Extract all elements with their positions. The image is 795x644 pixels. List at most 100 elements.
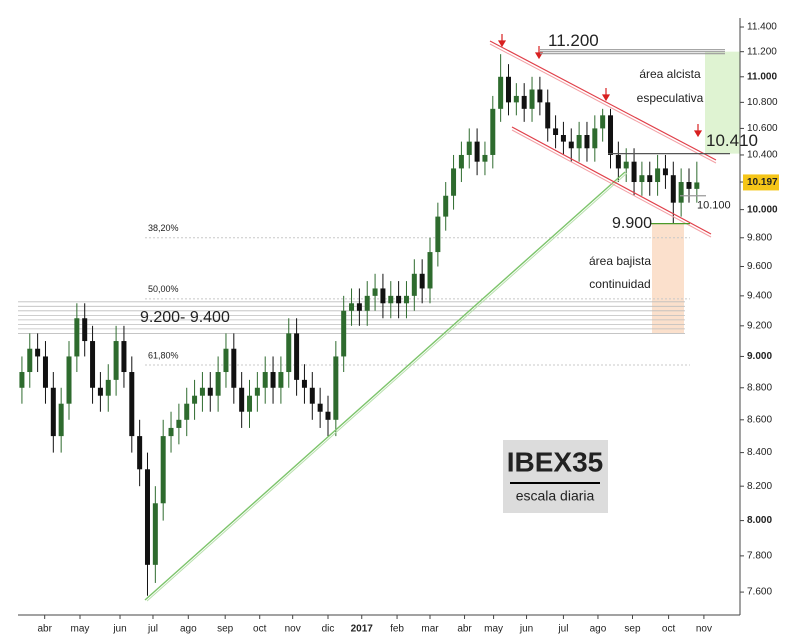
candle-body [498, 76, 504, 109]
channel-line [489, 43, 717, 164]
candle-body [42, 356, 48, 388]
candle-body [403, 295, 409, 304]
y-tick-label: 8.400 [747, 447, 772, 458]
candle-body [152, 503, 158, 565]
candle-body [435, 216, 441, 253]
candle-body [396, 295, 402, 304]
level-label: 9.900 [612, 215, 652, 232]
candle-body [90, 341, 96, 388]
x-tick-label: sep [624, 624, 641, 635]
level-label: 10.100 [697, 200, 731, 212]
y-tick-label: 10.800 [747, 97, 778, 108]
candle-body [184, 403, 190, 420]
candle-body [278, 372, 284, 388]
x-tick-label: oct [662, 624, 676, 635]
candle-body [129, 372, 135, 437]
arrows [497, 34, 703, 138]
x-tick-label: ago [590, 624, 607, 635]
candle-body [105, 379, 111, 396]
candle-body [419, 273, 425, 289]
candle-body [600, 115, 606, 129]
candle-body [678, 182, 684, 203]
y-tick-label: 10.600 [747, 123, 778, 134]
level-label: 10.410 [706, 131, 758, 150]
candle-body [247, 395, 253, 412]
candle-body [349, 303, 355, 311]
candle-body [529, 89, 535, 109]
x-tick-label: abr [37, 624, 52, 635]
last-price-label: 10.197 [747, 177, 778, 188]
candle-body [144, 469, 150, 565]
candle-body [325, 411, 331, 420]
candle-body [490, 108, 496, 155]
bear-area-label: continuidad [589, 277, 650, 291]
candle-body [686, 182, 692, 189]
chart-layers: área alcista especulativa área bajista cont… [18, 51, 740, 596]
y-tick-label: 7.600 [747, 587, 772, 598]
x-tick-label: nov [696, 624, 712, 635]
candle-body [270, 372, 276, 388]
channel-line [511, 126, 712, 235]
y-tick-label: 9.600 [747, 261, 772, 272]
y-tick-label: 9.400 [747, 290, 772, 301]
candle-body [466, 141, 472, 155]
x-tick-label: jun [519, 624, 533, 635]
candle-body [74, 318, 80, 357]
candle-body [19, 372, 25, 388]
candle-body [137, 436, 143, 470]
candle-body [199, 387, 205, 396]
candle-body [82, 318, 88, 342]
channel-line [511, 129, 712, 238]
title-box [503, 440, 608, 513]
candle-body [192, 395, 198, 404]
x-tick-label: abr [457, 624, 472, 635]
candle-body [537, 89, 543, 103]
chart-title: IBEX35 [507, 446, 604, 477]
x-tick-label: may [484, 624, 503, 635]
x-tick-label: mar [421, 624, 439, 635]
candle-body [655, 168, 661, 183]
channel-line [489, 40, 717, 161]
y-tick-label: 11.200 [747, 46, 777, 57]
candle-body [301, 379, 307, 388]
chart-subtitle: escala diaria [516, 488, 595, 504]
candle-body [545, 102, 551, 129]
bear-area-label: área bajista [589, 254, 651, 268]
candle-body [309, 387, 315, 404]
x-tick-label: jul [147, 624, 158, 635]
candle-body [662, 168, 668, 176]
x-tick-label: sep [217, 624, 234, 635]
candle-body [521, 95, 527, 109]
candle-body [411, 273, 417, 296]
candle-body [66, 356, 72, 404]
candle-body [239, 387, 245, 412]
bear-area [652, 223, 684, 334]
candle-body [356, 303, 362, 311]
candle-body [317, 403, 323, 412]
candle-body [388, 295, 394, 304]
candle-body [97, 387, 103, 396]
y-tick-label: 8.800 [747, 382, 772, 393]
zone-label: 9.200- 9.400 [140, 309, 230, 326]
trend-line [146, 172, 628, 602]
y-tick-label: 10.400 [747, 150, 778, 161]
candle-body [623, 161, 629, 169]
last-price-box [743, 174, 779, 191]
candle-body [262, 372, 268, 388]
x-tick-label: oct [253, 624, 267, 635]
y-tick-label: 9.800 [747, 232, 772, 243]
candle-body [584, 135, 590, 149]
bull-area-label: área alcista [639, 67, 701, 81]
x-tick-label: feb [390, 624, 404, 635]
y-tick-label: 10.000 [747, 204, 778, 215]
x-tick-label: 2017 [351, 624, 374, 635]
y-tick-label: 11.000 [747, 71, 777, 82]
candle-body [231, 348, 237, 388]
candle-body [35, 348, 41, 357]
candle-body [341, 310, 347, 357]
candle-body [113, 341, 119, 380]
x-tick-label: dic [322, 624, 335, 635]
candle-body [121, 341, 127, 373]
candle-body [451, 168, 457, 196]
